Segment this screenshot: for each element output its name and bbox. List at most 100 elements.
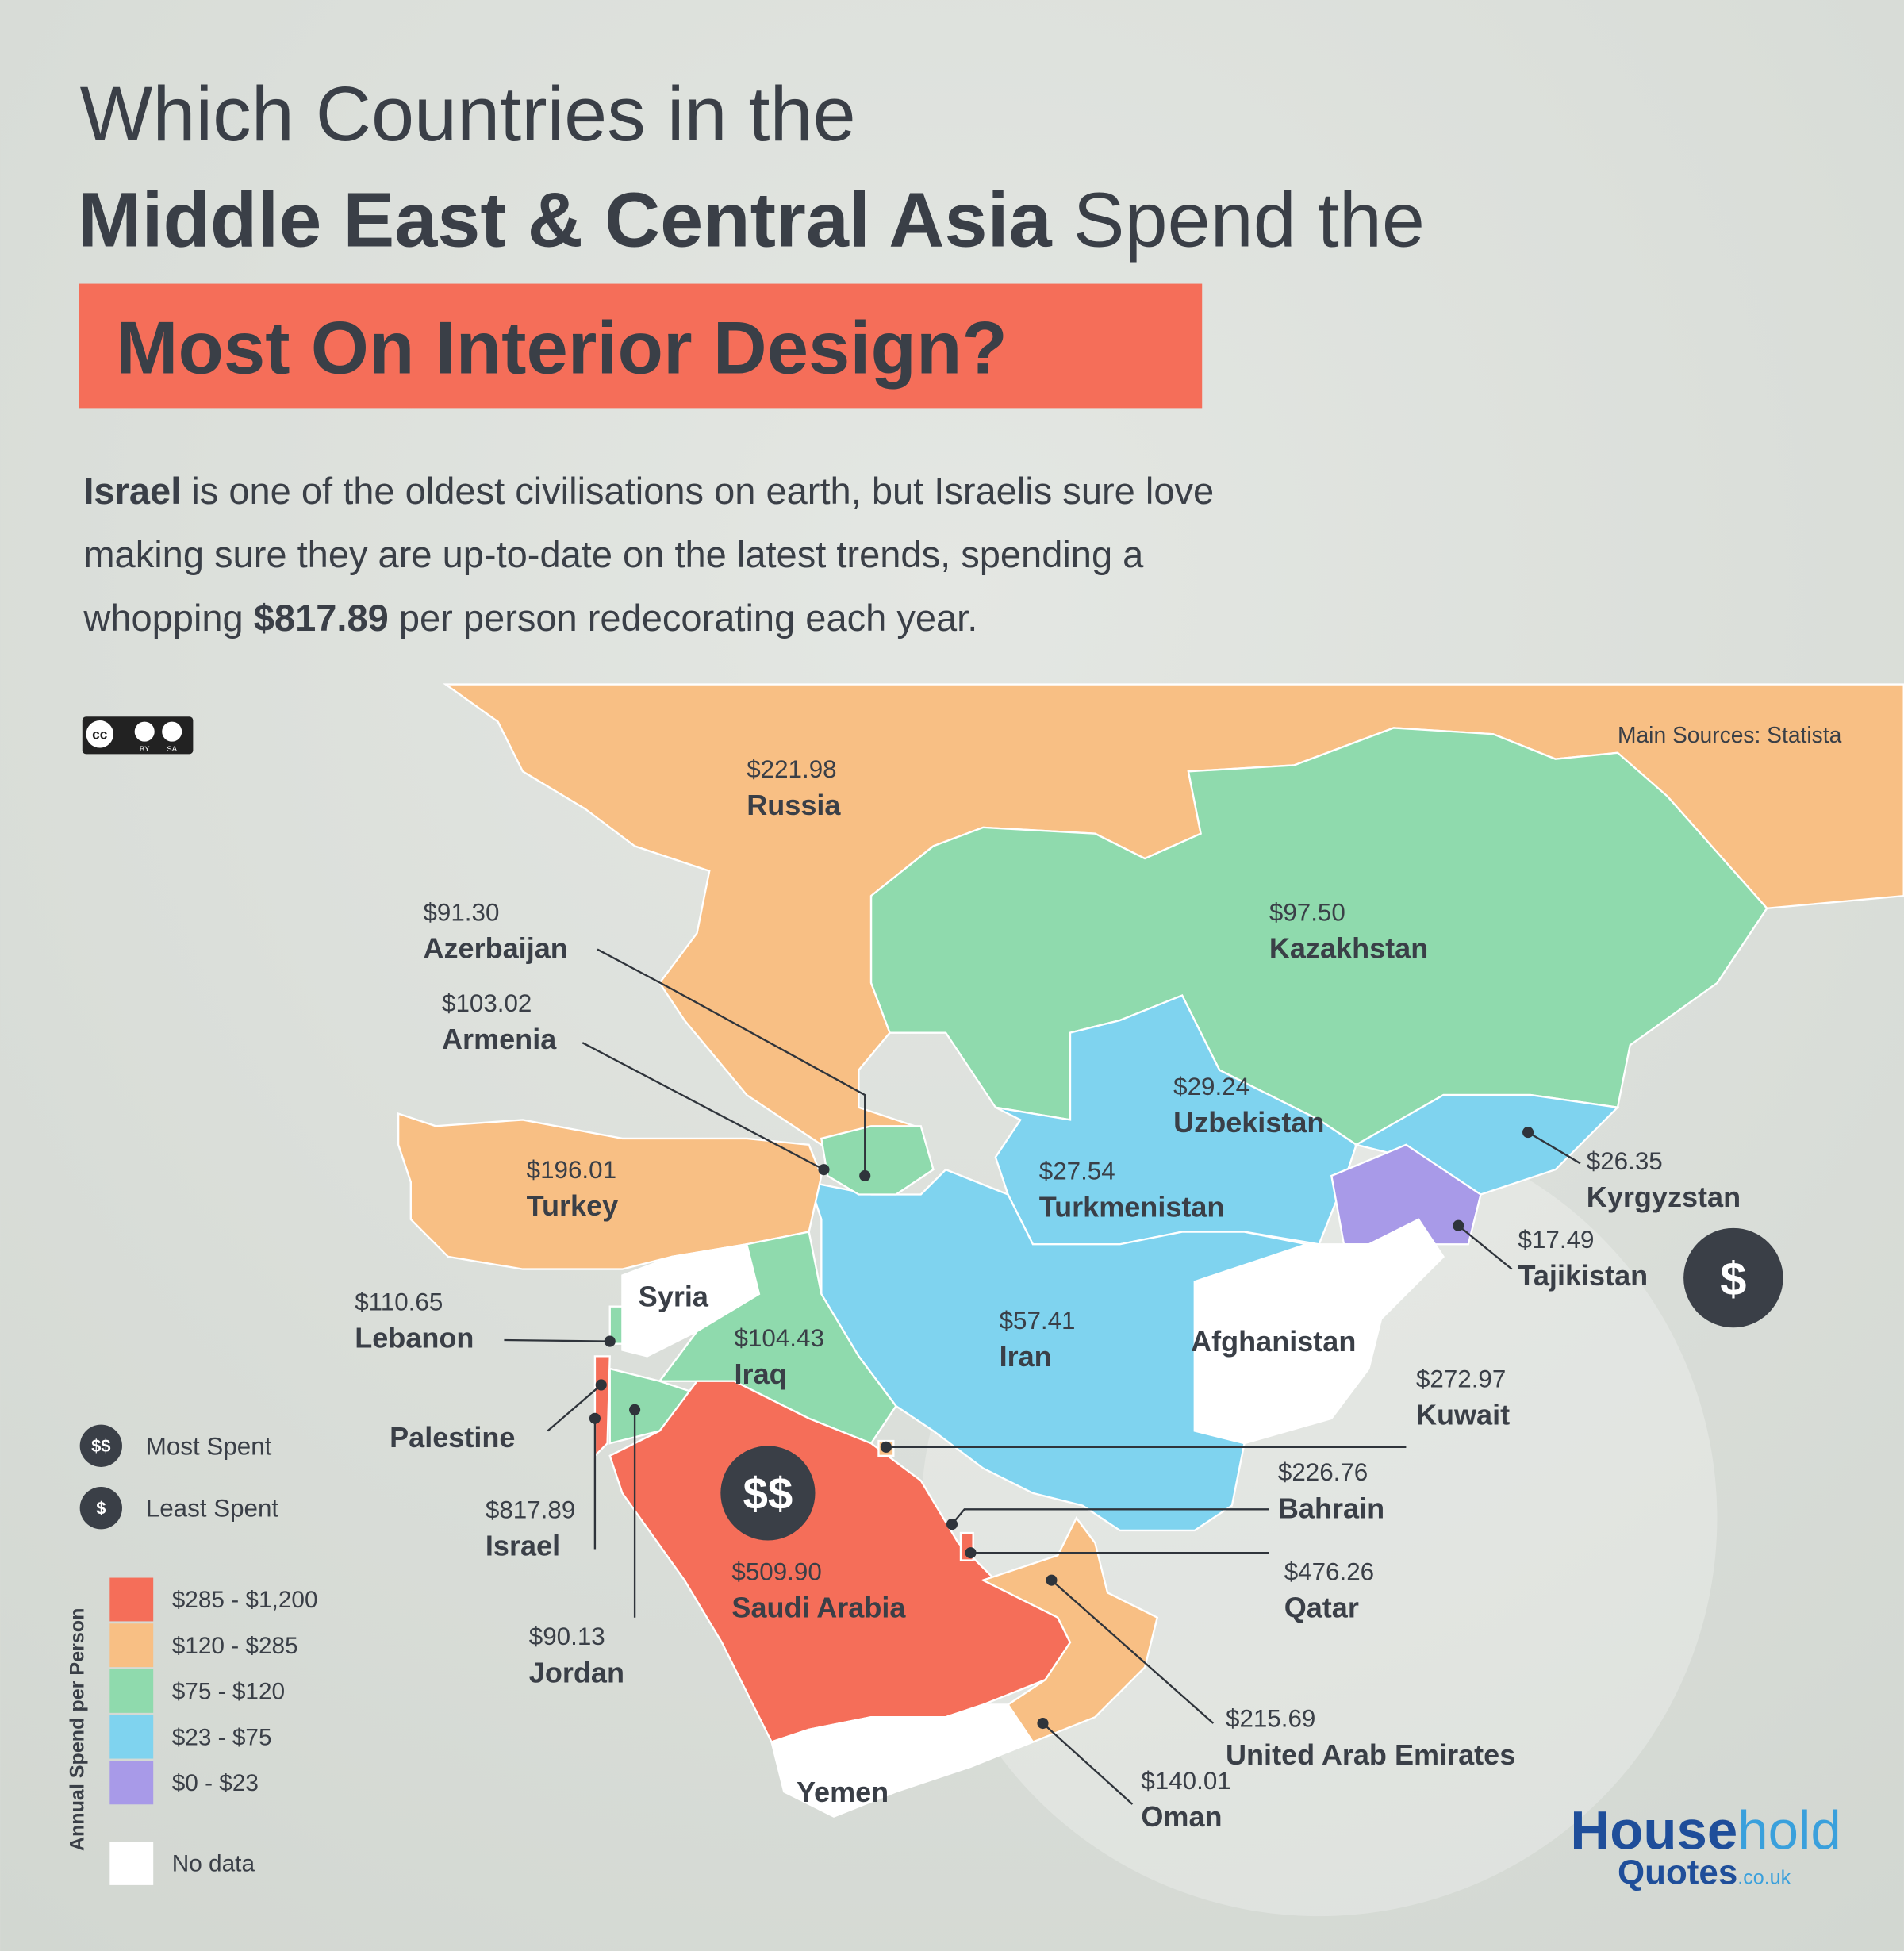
- title-rest: Spend the: [1052, 177, 1425, 263]
- cc-circle: [86, 720, 114, 748]
- country-name: Kazakhstan: [1269, 932, 1428, 965]
- spend-marker-symbol: $$: [743, 1469, 793, 1519]
- country-shape: [994, 994, 1358, 1246]
- legend-swatch: [109, 1841, 154, 1885]
- legend-swatch: [109, 1669, 154, 1713]
- legend-label: No data: [172, 1851, 255, 1877]
- country-shape: [608, 1305, 624, 1345]
- country-name: Kyrgyzstan: [1587, 1181, 1741, 1213]
- leader-dot: [1046, 1574, 1058, 1586]
- map: $$$Russia$221.98Kazakhstan$97.50Azerbaij…: [355, 683, 1904, 1833]
- legend-swatch: [109, 1715, 154, 1759]
- country-name: United Arab Emirates: [1226, 1738, 1515, 1771]
- intro-line: whopping $817.89 per person redecorating…: [83, 597, 977, 639]
- country-name: Lebanon: [355, 1321, 474, 1354]
- country-name: Turkey: [527, 1189, 619, 1222]
- country-spend: $476.26: [1284, 1558, 1374, 1586]
- intro-line: making sure they are up-to-date on the l…: [83, 533, 1144, 575]
- source: Main Sources: Statista: [1618, 722, 1842, 747]
- country-name: Saudi Arabia: [731, 1592, 906, 1624]
- leader-dot: [589, 1412, 601, 1424]
- logo: Household Quotes.co.uk: [1570, 1799, 1841, 1891]
- legend-marker: [79, 1424, 122, 1467]
- leader-line: [582, 1042, 825, 1171]
- sa-text: SA: [167, 744, 177, 753]
- country-name: Iraq: [735, 1358, 787, 1390]
- intro-segment: per person redecorating each year.: [389, 597, 978, 639]
- title-highlight: Most On Interior Design?: [116, 305, 1008, 389]
- country-spend: $196.01: [527, 1156, 616, 1184]
- title-line1: Which Countries in the: [80, 71, 856, 157]
- legend-label: $285 - $1,200: [172, 1587, 318, 1613]
- country-name: Qatar: [1284, 1592, 1359, 1624]
- leader-line: [1457, 1224, 1513, 1270]
- leader-line: [1527, 1131, 1581, 1165]
- sa-circle: [162, 721, 182, 742]
- country-spend: $97.50: [1269, 898, 1345, 926]
- country-spend: $103.02: [442, 989, 532, 1017]
- country-spend: $91.30: [423, 898, 499, 926]
- leader-dot: [880, 1441, 892, 1453]
- country-name: Kuwait: [1416, 1399, 1510, 1431]
- legend-marker-label: Most Spent: [146, 1432, 272, 1460]
- country-shape: [981, 1516, 1159, 1743]
- title-line2: Middle East & Central Asia Spend the: [78, 177, 1425, 263]
- legend-marker-label: Least Spent: [146, 1495, 279, 1523]
- country-name: Syria: [639, 1281, 709, 1313]
- country-spend: $57.41: [1000, 1307, 1076, 1335]
- intro-segment: is one of the oldest civilisations on ea…: [181, 470, 1214, 512]
- legend-swatch: [109, 1761, 154, 1805]
- leader-line: [1042, 1722, 1134, 1805]
- leader-dot: [595, 1379, 607, 1391]
- country-spend: $509.90: [731, 1558, 821, 1586]
- country-name: Palestine: [390, 1421, 515, 1454]
- intro-segment: $817.89: [254, 597, 389, 639]
- intro-segment: whopping: [83, 597, 253, 639]
- country-spend: $817.89: [486, 1496, 575, 1523]
- intro-segment: Israel: [83, 470, 181, 512]
- country-spend: $104.43: [735, 1324, 824, 1352]
- spend-marker-symbol: $: [1720, 1252, 1746, 1305]
- leader-dot: [1453, 1219, 1464, 1231]
- country-spend: $221.98: [747, 755, 836, 783]
- spend-marker: [720, 1446, 816, 1541]
- legend-label: $0 - $23: [172, 1770, 259, 1796]
- country-name: Oman: [1141, 1800, 1222, 1833]
- legend-label: $75 - $120: [172, 1679, 285, 1705]
- legend-marker-symbol: $$: [91, 1436, 110, 1456]
- leader-dot: [946, 1519, 958, 1530]
- logo-sub: Quotes.co.uk: [1618, 1853, 1791, 1891]
- legend: $$ Most Spent $ Least Spent Annual Spend per…: [66, 1424, 318, 1885]
- spend-marker: [1683, 1227, 1783, 1328]
- legend-marker-symbol: $: [96, 1499, 106, 1519]
- leader-line: [597, 948, 866, 1176]
- logo-quotes: Quotes: [1618, 1853, 1737, 1891]
- country-name: Uzbekistan: [1173, 1106, 1324, 1139]
- intro: Israel is one of the oldest civilisation…: [83, 470, 1214, 639]
- country-spend: $26.35: [1587, 1147, 1663, 1175]
- country-spend: $17.49: [1518, 1226, 1595, 1254]
- leader-line: [951, 1508, 1269, 1525]
- logo-main: Household: [1570, 1799, 1841, 1861]
- highlight-box: [79, 283, 1203, 409]
- country-name: Armenia: [442, 1023, 557, 1055]
- country-name: Iran: [1000, 1340, 1052, 1373]
- legend-label: $120 - $285: [172, 1633, 298, 1659]
- title-bold: Middle East & Central Asia: [78, 177, 1053, 263]
- leader-dot: [1522, 1127, 1534, 1139]
- country-spend: $215.69: [1226, 1705, 1315, 1733]
- intro-line: Israel is one of the oldest civilisation…: [83, 470, 1214, 512]
- country-name: Bahrain: [1278, 1492, 1384, 1524]
- intro-segment: making sure they are up-to-date on the l…: [83, 533, 1144, 575]
- country-name: Russia: [747, 789, 841, 821]
- logo-domain: .co.uk: [1737, 1866, 1791, 1888]
- country-spend: $29.24: [1173, 1073, 1250, 1100]
- country-spend: $140.01: [1141, 1767, 1230, 1795]
- logo-hold: hold: [1737, 1799, 1841, 1861]
- legend-label: $23 - $75: [172, 1724, 272, 1750]
- leader-line: [1050, 1579, 1215, 1724]
- country-spend: $90.13: [529, 1623, 605, 1650]
- leader-dot: [859, 1169, 871, 1182]
- country-spend: $226.76: [1278, 1458, 1368, 1486]
